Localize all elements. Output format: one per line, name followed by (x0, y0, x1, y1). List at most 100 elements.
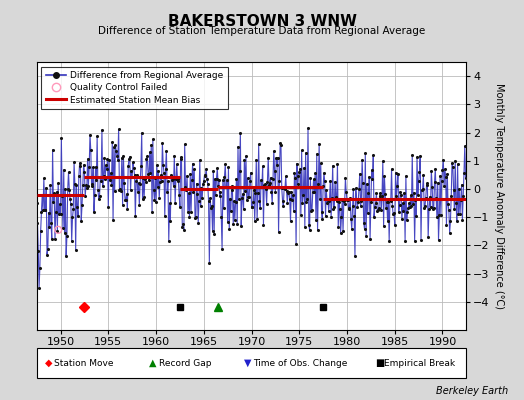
Point (150, 197, 159, 203)
Point (42, 184, 50, 191)
Point (318, 216, 326, 223)
Point (443, 170, 452, 177)
Point (138, 195, 147, 202)
Point (245, 194, 253, 200)
Point (451, 157, 460, 164)
Point (427, 168, 435, 174)
Point (283, 199, 291, 206)
Point (383, 198, 391, 205)
Point (336, 206, 344, 212)
Point (328, 195, 336, 202)
Point (129, 159, 137, 166)
Point (410, 237, 419, 244)
Point (136, 181, 144, 187)
Point (266, 180, 274, 186)
Point (372, 190, 380, 196)
Point (111, 188, 119, 195)
Point (243, 175, 252, 181)
Point (273, 162, 281, 168)
Point (98, 127, 106, 133)
Point (97, 177, 105, 184)
Point (223, 177, 231, 184)
Point (281, 173, 290, 180)
Point (247, 204, 256, 210)
Point (261, 181, 269, 187)
Point (244, 194, 253, 200)
Point (355, 186, 363, 192)
Point (218, 246, 226, 252)
Point (238, 195, 246, 201)
Point (40, 175, 48, 182)
Point (239, 206, 248, 212)
Point (190, 166, 199, 172)
Point (301, 150, 310, 156)
Point (268, 200, 276, 206)
Point (346, 194, 354, 201)
Point (88, 183, 96, 190)
Point (219, 176, 227, 183)
Point (357, 198, 366, 204)
Point (54, 180, 62, 187)
Point (222, 184, 230, 190)
Point (183, 172, 191, 179)
Point (139, 174, 147, 181)
Point (384, 218, 392, 224)
Point (321, 212, 330, 219)
Point (57, 211, 65, 217)
Point (134, 180, 143, 186)
Point (86, 131, 94, 138)
Point (411, 197, 420, 203)
Point (217, 214, 225, 220)
Point (343, 196, 351, 203)
Point (413, 192, 422, 198)
Point (229, 220, 237, 227)
Point (248, 204, 257, 210)
Point (186, 171, 194, 178)
Point (293, 160, 301, 167)
Point (446, 218, 455, 224)
Point (104, 204, 113, 210)
Point (233, 220, 242, 227)
Point (181, 184, 190, 190)
Point (145, 176, 153, 183)
Point (453, 161, 462, 167)
Point (348, 203, 357, 210)
Point (430, 205, 438, 211)
Point (149, 187, 158, 193)
Point (458, 216, 466, 223)
Point (335, 198, 343, 205)
Point (210, 230, 219, 237)
Point (408, 152, 417, 158)
Point (424, 234, 432, 241)
Point (205, 260, 214, 266)
Point (259, 222, 268, 228)
Point (438, 178, 446, 184)
Point (203, 181, 212, 188)
Point (324, 208, 333, 214)
Point (306, 174, 314, 181)
Point (197, 185, 205, 192)
Point (379, 223, 388, 229)
Point (308, 206, 316, 213)
Point (275, 229, 283, 235)
Point (144, 170, 152, 177)
Point (309, 188, 317, 195)
Point (402, 217, 411, 224)
Point (94, 196, 103, 202)
Legend: Difference from Regional Average, Quality Control Failed, Estimated Station Mean: Difference from Regional Average, Qualit… (41, 66, 228, 109)
Point (100, 155, 108, 162)
Point (314, 180, 323, 187)
Point (148, 208, 156, 215)
Point (388, 203, 397, 209)
Point (344, 197, 352, 204)
Point (455, 185, 463, 192)
Point (243, 197, 251, 203)
Point (414, 178, 423, 184)
Point (149, 136, 157, 142)
Point (152, 162, 161, 168)
Point (159, 162, 167, 168)
Point (289, 192, 297, 198)
Point (300, 165, 308, 171)
Point (109, 217, 117, 224)
Point (339, 228, 347, 234)
